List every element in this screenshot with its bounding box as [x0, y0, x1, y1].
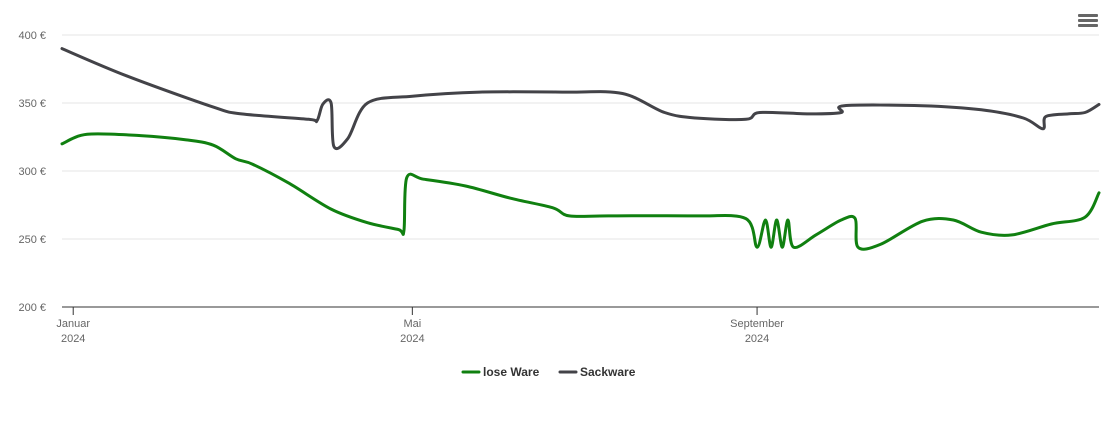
y-tick-label: 400 € — [18, 30, 46, 42]
grid-lines — [62, 34, 1099, 240]
x-tick-label-year: 2024 — [745, 333, 769, 345]
y-tick-label: 300 € — [18, 166, 46, 178]
series-line-sackware[interactable] — [60, 47, 1101, 151]
y-axis-ticks: 200 € 250 € 300 € 350 € 400 € — [18, 30, 46, 314]
series-lines — [60, 47, 1101, 251]
y-tick-label: 250 € — [18, 234, 46, 246]
x-axis: Januar 2024 Mai 2024 September 2024 — [56, 306, 1099, 345]
legend-item[interactable]: Sackware — [558, 365, 636, 379]
legend-label: Sackware — [580, 365, 636, 379]
legend-item[interactable]: lose Ware — [461, 365, 540, 379]
x-tick-label-year: 2024 — [61, 333, 85, 345]
x-tick-label-month: Januar — [56, 318, 90, 330]
series-line-lose-ware[interactable] — [60, 132, 1101, 251]
x-tick-label-month: September — [730, 318, 784, 330]
legend-label: lose Ware — [483, 365, 540, 379]
y-tick-label: 350 € — [18, 98, 46, 110]
x-tick-label-year: 2024 — [400, 333, 424, 345]
legend[interactable]: lose Ware Sackware — [461, 365, 636, 379]
x-tick-label-month: Mai — [403, 318, 421, 330]
hamburger-menu-icon[interactable] — [1078, 12, 1098, 30]
y-tick-label: 200 € — [18, 302, 46, 314]
